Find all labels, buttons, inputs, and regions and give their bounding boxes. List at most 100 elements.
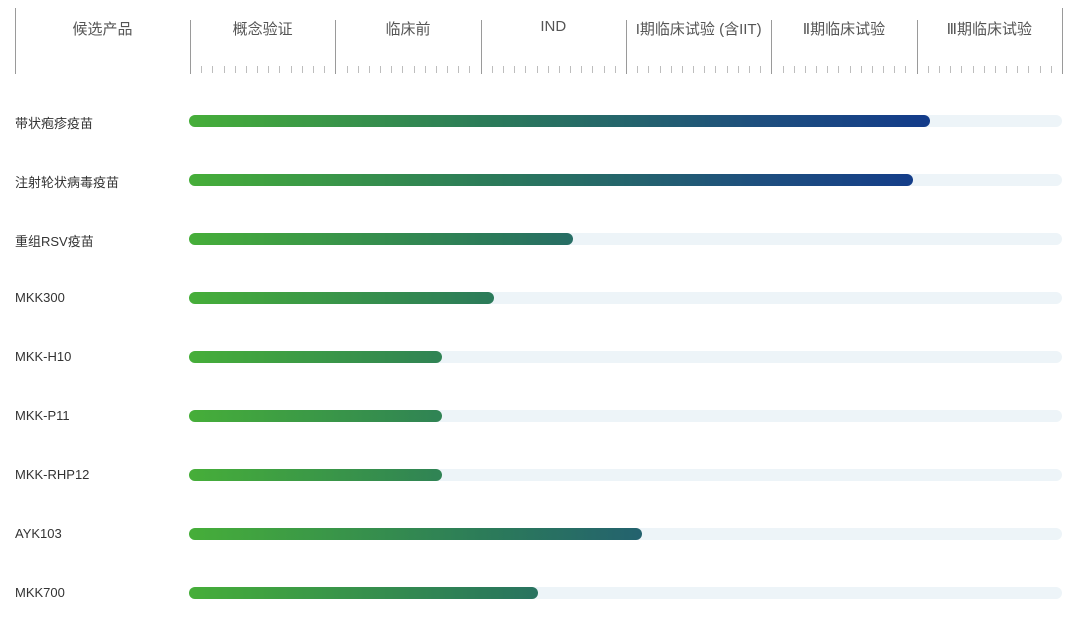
stage-divider [335,20,337,74]
tick-mark [435,66,437,73]
candidate-label: 重组RSV疫苗 [15,234,94,249]
tick-mark [1039,66,1041,73]
tick-mark [939,66,941,73]
tick-mark [290,66,292,73]
tick-mark [391,66,393,73]
tick-mark [704,66,706,73]
tick-mark [961,66,963,73]
tick-mark [324,66,326,73]
tick-mark [301,66,303,73]
tick-mark [1028,66,1030,73]
tick-mark [257,66,259,73]
stage-divider [626,20,627,74]
progress-bar [189,351,442,363]
stage-divider [771,20,773,74]
tick-mark [950,66,952,73]
tick-mark [592,66,594,73]
header-divider [15,8,16,74]
tick-mark [614,66,616,73]
progress-bar [189,233,573,245]
tick-mark [245,66,247,73]
tick-mark [983,66,985,73]
candidate-label: MKK-P11 [15,408,70,423]
stage-divider [190,20,191,74]
stage-header: Ⅲ期临床试验 [946,21,1032,38]
tick-mark [838,66,840,73]
tick-mark [503,66,505,73]
tick-mark [279,66,281,73]
tick-mark [927,66,929,73]
progress-track [189,587,1062,599]
tick-mark [637,66,639,73]
tick-mark [558,66,560,73]
candidate-label: MKK300 [15,290,65,305]
tick-mark [312,66,314,73]
tick-mark [514,66,516,73]
progress-track [189,292,1062,304]
tick-mark [793,66,795,73]
tick-mark [469,66,471,73]
tick-mark [659,66,661,73]
candidate-label: MKK700 [15,585,65,600]
progress-track [189,115,1062,127]
tick-mark [402,66,404,73]
tick-mark [737,66,739,73]
progress-track [189,469,1062,481]
tick-mark [458,66,460,73]
stage-divider [1062,8,1063,74]
tick-mark [883,66,885,73]
progress-bar [189,410,442,422]
header-candidate: 候选产品 [72,21,133,38]
progress-bar [189,528,643,540]
tick-mark [268,66,270,73]
tick-mark [380,66,382,73]
tick-mark [827,66,829,73]
stage-header: Ⅱ期临床试验 [802,21,886,38]
tick-mark [1050,66,1052,73]
tick-mark [648,66,650,73]
progress-track [189,410,1062,422]
tick-mark [670,66,672,73]
stage-header: IND [540,18,567,35]
stage-header: I期临床试验 (含IIT) [635,21,762,38]
tick-mark [234,66,236,73]
tick-mark [212,66,214,73]
progress-bar [189,587,538,599]
tick-mark [536,66,538,73]
tick-mark [525,66,527,73]
tick-mark [447,66,449,73]
tick-mark [346,66,348,73]
tick-mark [357,66,359,73]
progress-bar [189,292,495,304]
tick-mark [603,66,605,73]
progress-track [189,351,1062,363]
candidate-label: 注射轮状病毒疫苗 [15,175,120,190]
tick-mark [760,66,762,73]
tick-mark [816,66,818,73]
tick-mark [223,66,225,73]
progress-bar [189,115,931,127]
tick-mark [726,66,728,73]
progress-track [189,233,1062,245]
tick-mark [715,66,717,73]
tick-mark [782,66,784,73]
tick-mark [368,66,370,73]
tick-mark [748,66,750,73]
stage-header: 概念验证 [232,21,293,38]
tick-mark [1006,66,1008,73]
progress-track [189,174,1062,186]
tick-mark [547,66,549,73]
tick-mark [681,66,683,73]
tick-mark [570,66,572,73]
tick-mark [413,66,415,73]
stage-divider [480,20,482,74]
progress-bar [189,174,913,186]
tick-mark [201,66,203,73]
tick-mark [860,66,862,73]
tick-mark [1017,66,1019,73]
tick-mark [424,66,426,73]
tick-mark [491,66,493,73]
candidate-label: AYK103 [15,526,62,541]
candidate-label: 带状疱疹疫苗 [15,116,94,131]
candidate-label: MKK-RHP12 [15,467,90,482]
